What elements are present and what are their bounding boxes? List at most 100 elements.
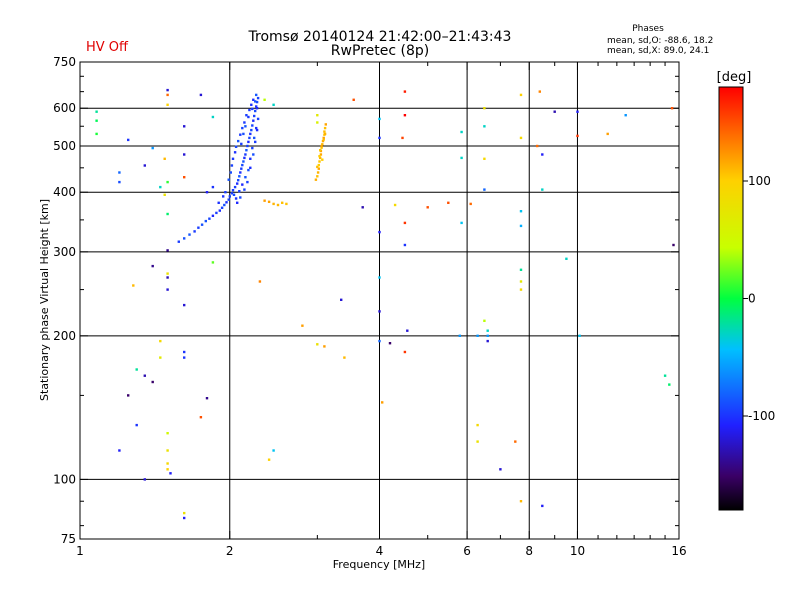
scatter-point [378,230,381,234]
scatter-point [514,440,517,443]
o-mode-point [251,146,254,150]
colorbar-tick-label: -100 [748,409,775,423]
scatter-point [538,90,541,93]
o-mode-point [200,223,204,226]
scatter-point [118,449,121,452]
scatter-point [211,115,215,119]
o-mode-point [229,171,232,174]
scatter-point [393,203,397,207]
scatter-point [483,125,486,128]
x-mode-point [263,199,266,202]
x-mode-point [317,163,320,167]
scatter-point [301,324,304,327]
scatter-point [541,188,544,191]
o-mode-point [231,157,235,160]
o-mode-point [256,117,260,121]
scatter-point [401,136,404,140]
scatter-point [166,103,169,106]
o-mode-point [247,168,250,172]
scatter-point [135,423,138,427]
scatter-point [519,288,523,291]
scatter-point [378,339,381,343]
o-mode-point [252,119,255,122]
o-mode-point [250,103,253,106]
phases-stat-o: mean, sd,O: -88.6, 18.2 [607,36,713,46]
o-mode-point [228,195,231,198]
x-mode-point [324,123,327,126]
o-mode-point [220,206,224,209]
scatter-point [483,188,486,191]
scatter-point [476,334,479,337]
x-mode-point [320,144,323,148]
colorbar-tick-label: 100 [748,174,771,188]
o-mode-point [234,197,238,200]
scatter-point [166,288,169,291]
y-tick-label: 750 [53,55,76,69]
scatter-point [169,472,172,475]
o-mode-point [255,126,258,130]
scatter-point [211,261,215,264]
scatter-point [663,374,667,377]
o-mode-point [240,142,243,146]
scatter-point [183,153,186,156]
scatter-point [378,117,381,121]
scatter-point [151,264,154,268]
y-tick-label: 75 [61,532,76,546]
x-mode-point [318,155,321,158]
x-tick-label: 6 [463,544,471,558]
o-mode-point [233,185,237,189]
scatter-point [151,146,154,150]
scatter-point [183,511,186,515]
o-mode-point [242,132,245,136]
scatter-point [183,350,186,354]
x-tick-label: 4 [376,544,384,558]
phases-stat-x: mean, sd,X: 89.0, 24.1 [607,46,709,56]
phases-heading: Phases [632,24,664,34]
scatter-point [143,478,146,481]
scatter-point [166,93,169,97]
scatter-point [483,157,486,160]
o-mode-point [238,190,241,193]
x-mode-point [317,167,320,170]
o-mode-point [248,108,251,112]
scatter-point [272,103,275,106]
x-mode-point [323,126,327,130]
x-tick-label: 2 [226,544,234,558]
o-mode-point [255,105,258,108]
scatter-point [183,356,186,359]
o-mode-point [255,128,259,132]
o-mode-point [234,145,238,148]
scatter-point [211,185,215,189]
scatter-point [159,185,162,189]
scatter-point [166,276,169,279]
scatter-point [340,298,343,301]
o-mode-point [242,160,245,163]
y-axis: 75 100 200 300 400 500 600 750 [53,55,679,546]
x-mode-point [281,201,284,204]
x-mode-point [321,143,324,146]
scatter-point [118,180,121,184]
x-mode-point [316,171,320,174]
x-mode-point [318,160,321,163]
x-mode-point [316,165,319,169]
o-mode-point [211,214,215,217]
scatter-point [476,440,479,443]
x-mode-point [319,149,322,152]
scatter-point [183,176,186,179]
o-mode-point [251,124,254,127]
scatter-point [483,319,486,322]
scatter-point [166,272,169,275]
scatter-point [378,310,381,313]
x-mode-point [321,139,325,143]
o-mode-point [247,140,250,144]
y-tick-label: 100 [53,472,76,486]
scatter-point [199,416,203,419]
o-mode-point [250,128,253,132]
scatter-point [127,138,130,142]
chart-title: Tromsø 20140124 21:42:00–21:43:43 [248,29,512,45]
o-mode-point [255,100,259,104]
o-mode-point [243,188,246,191]
scatter-point [541,504,544,508]
o-mode-point [245,114,248,117]
o-mode-point [218,209,221,212]
